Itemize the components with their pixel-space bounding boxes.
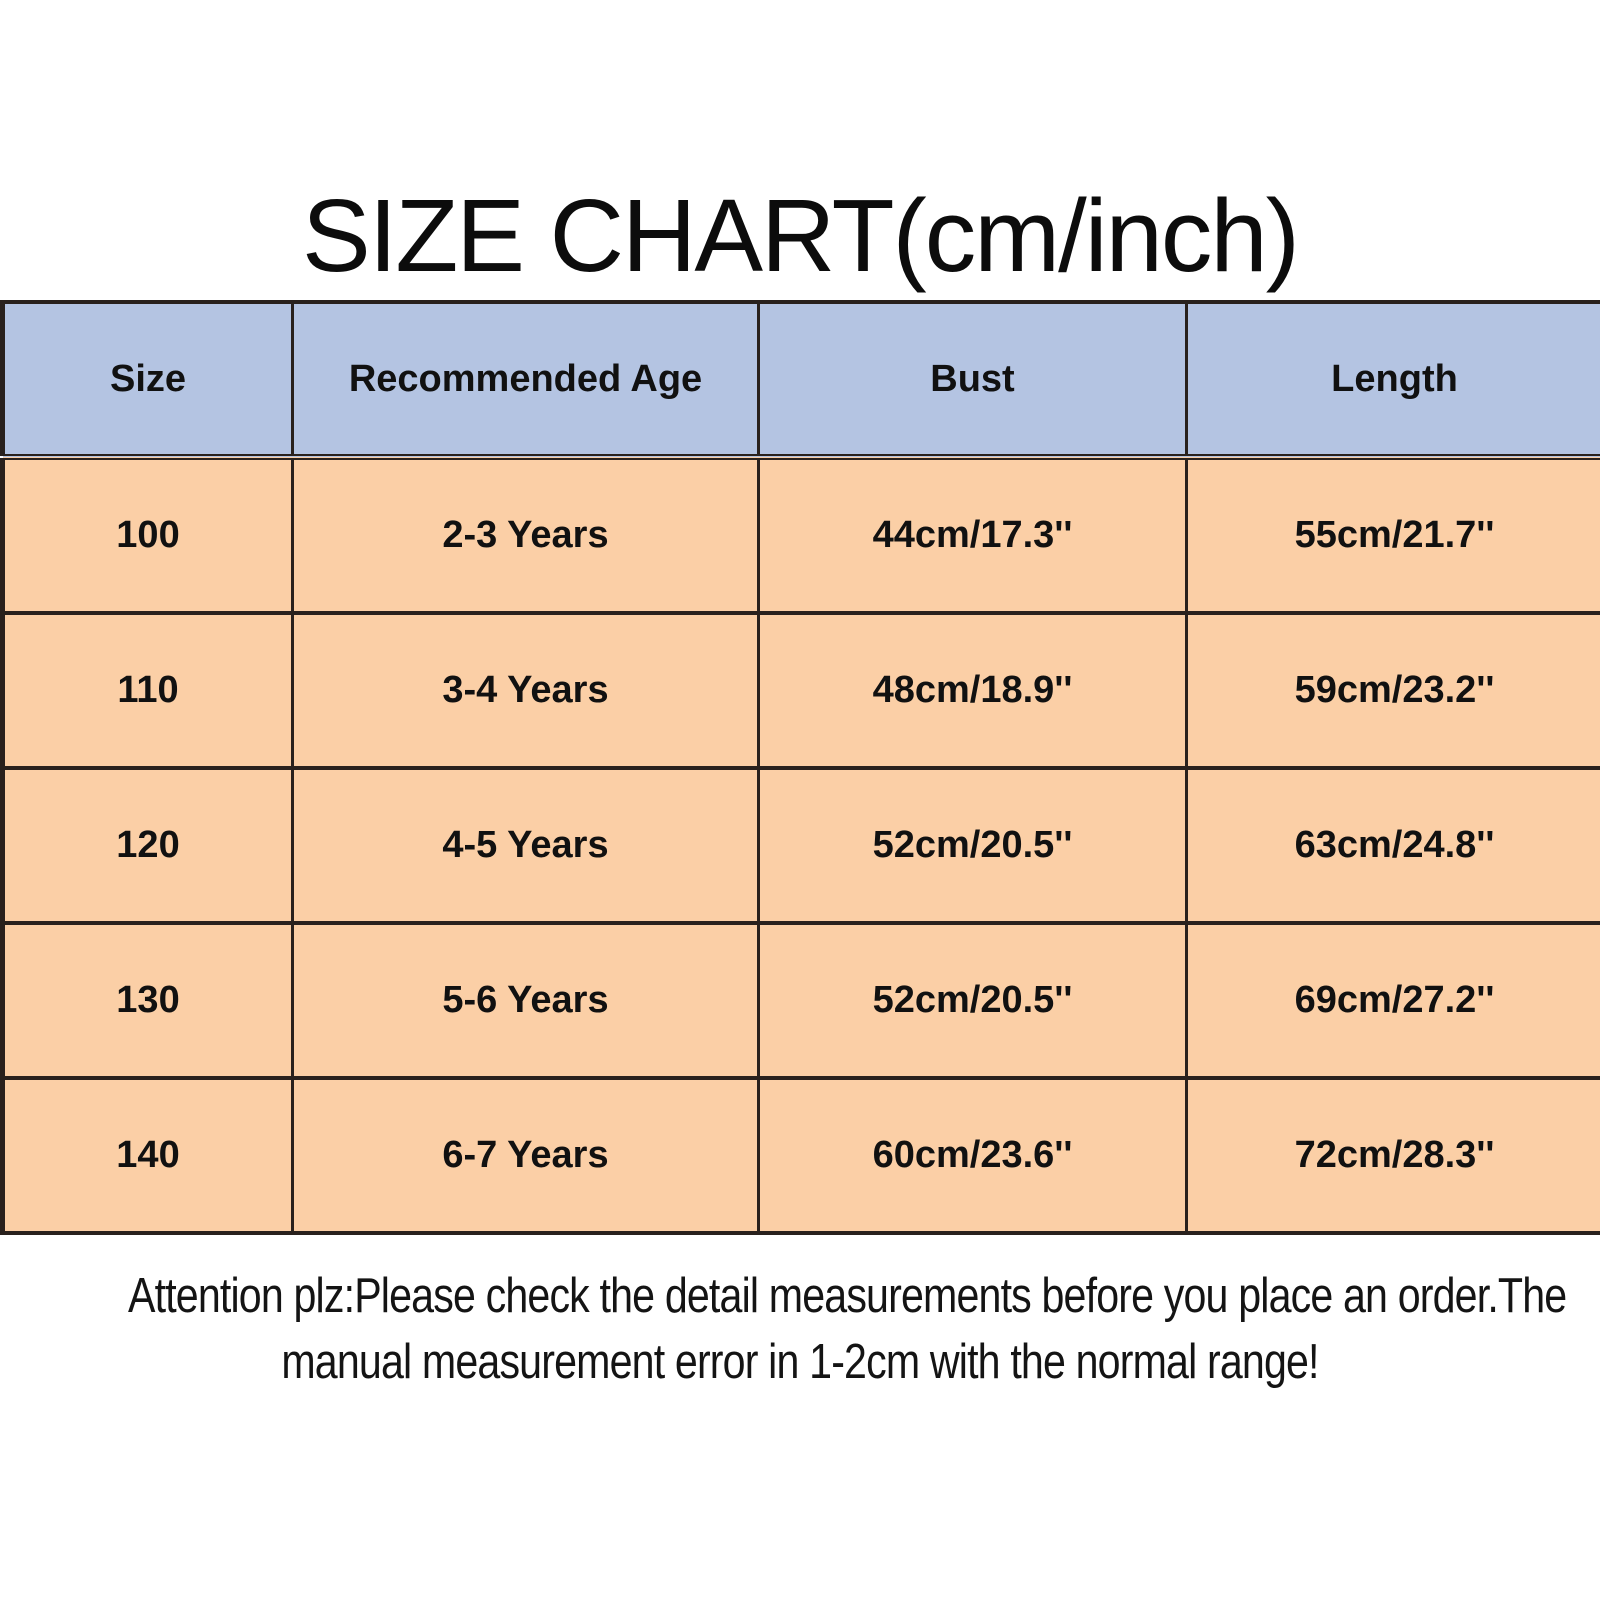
attention-note-line2: manual measurement error in 1-2cm with t… [281, 1335, 1319, 1389]
cell-age: 4-5 Years [291, 766, 760, 925]
cell-age: 3-4 Years [291, 611, 760, 770]
table-row: 100 2-3 Years 44cm/17.3'' 55cm/21.7'' [0, 455, 1600, 615]
cell-size: 100 [0, 455, 294, 615]
column-header-age: Recommended Age [291, 300, 760, 460]
size-chart-table: Size Recommended Age Bust Length 100 2-3… [0, 300, 1600, 1235]
cell-length: 63cm/24.8'' [1185, 766, 1600, 925]
column-header-length: Length [1185, 300, 1600, 460]
cell-length: 59cm/23.2'' [1185, 611, 1600, 770]
cell-bust: 44cm/17.3'' [757, 455, 1188, 615]
cell-bust: 60cm/23.6'' [757, 1076, 1188, 1235]
cell-length: 55cm/21.7'' [1185, 455, 1600, 615]
cell-bust: 48cm/18.9'' [757, 611, 1188, 770]
cell-age: 2-3 Years [291, 455, 760, 615]
table-header-row: Size Recommended Age Bust Length [0, 300, 1600, 460]
cell-size: 140 [0, 1076, 294, 1235]
table-row: 110 3-4 Years 48cm/18.9'' 59cm/23.2'' [0, 611, 1600, 770]
cell-bust: 52cm/20.5'' [757, 921, 1188, 1080]
cell-size: 110 [0, 611, 294, 770]
attention-note-line1: Attention plz:Please check the detail me… [128, 1269, 1567, 1323]
size-chart-page: SIZE CHART(cm/inch) Size Recommended Age… [0, 172, 1600, 1600]
cell-age: 5-6 Years [291, 921, 760, 1080]
table-row: 130 5-6 Years 52cm/20.5'' 69cm/27.2'' [0, 921, 1600, 1080]
column-header-size: Size [0, 300, 294, 460]
column-header-bust: Bust [757, 300, 1188, 460]
table-row: 140 6-7 Years 60cm/23.6'' 72cm/28.3'' [0, 1076, 1600, 1235]
cell-bust: 52cm/20.5'' [757, 766, 1188, 925]
page-title: SIZE CHART(cm/inch) [302, 178, 1300, 293]
cell-age: 6-7 Years [291, 1076, 760, 1235]
cell-size: 130 [0, 921, 294, 1080]
attention-note: Attention plz:Please check the detail me… [0, 1263, 1600, 1395]
table-row: 120 4-5 Years 52cm/20.5'' 63cm/24.8'' [0, 766, 1600, 925]
cell-length: 72cm/28.3'' [1185, 1076, 1600, 1235]
cell-size: 120 [0, 766, 294, 925]
cell-length: 69cm/27.2'' [1185, 921, 1600, 1080]
